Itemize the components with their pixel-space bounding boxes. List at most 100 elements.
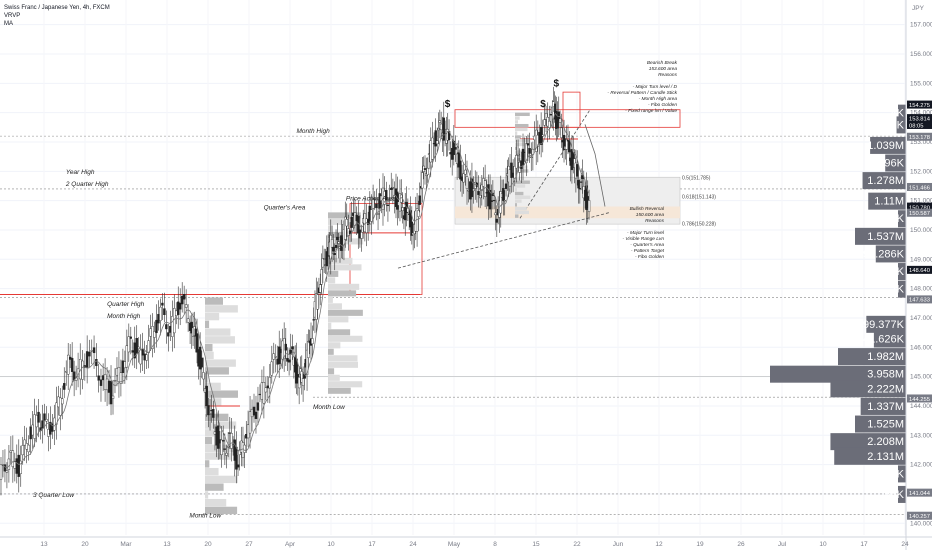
x-tick-label: May — [448, 541, 461, 548]
fixed-range-row — [515, 135, 521, 139]
candle-body — [291, 346, 294, 350]
fixed-range-row — [205, 297, 223, 305]
candle-body — [305, 349, 309, 375]
candle-body — [492, 199, 496, 202]
candle-body — [565, 139, 568, 150]
candle-body — [256, 402, 260, 411]
volume-profile-bar — [875, 245, 906, 263]
candle-body — [205, 385, 208, 407]
candle-body — [578, 188, 582, 190]
candle-body — [528, 148, 531, 154]
volume-profile-bar — [830, 380, 906, 398]
candle-body — [184, 304, 188, 308]
x-tick-label: 10 — [327, 541, 335, 548]
candle-body — [307, 341, 310, 358]
candle-body — [502, 187, 505, 201]
volume-profile-label: 1K — [891, 266, 905, 278]
candle-body — [268, 376, 272, 389]
candle-body — [182, 294, 186, 300]
x-tick-label: 17 — [860, 541, 868, 548]
fixed-range-row — [205, 491, 209, 499]
candle-body — [390, 187, 393, 190]
bearish-note-line: - Reversal Pattern / Candle Stick — [607, 90, 677, 96]
volume-profile-bar — [834, 447, 906, 465]
annotation-label: 3 Quarter Low — [33, 492, 75, 499]
y-tick-label: 148.000 — [910, 286, 932, 293]
legend-indicator-vrvp[interactable]: VRVP — [4, 13, 21, 19]
candle-body — [92, 347, 96, 354]
volume-profile-bar — [855, 415, 906, 433]
volume-profile: 4K93K1.039M4.196K1.278M1.11M0.488K1.537M… — [770, 104, 906, 503]
candle-body — [366, 219, 370, 225]
bullish-note-line: - Major Turn level — [627, 230, 665, 236]
trendline-2 — [519, 109, 591, 219]
candle-body — [175, 310, 178, 316]
candle-body — [55, 402, 58, 425]
candle-body — [3, 464, 7, 472]
demand-zone — [455, 206, 680, 219]
candle-body — [330, 239, 334, 248]
fixed-range-row — [328, 264, 362, 271]
candle-body — [165, 324, 168, 330]
volume-profile-label: 1.525M — [867, 419, 904, 431]
candle-body — [459, 160, 462, 180]
candle-body — [179, 302, 182, 310]
candle-body — [131, 350, 134, 353]
bearish-note-line: Reasons — [658, 72, 678, 78]
candle-body — [360, 232, 363, 239]
y-tick-label: 157.000 — [910, 22, 932, 29]
volume-profile-label: 2.131M — [867, 451, 904, 463]
candle-body — [29, 426, 32, 440]
candle-body — [27, 444, 30, 453]
price-tag-label: 140.257 — [909, 514, 930, 520]
candle-body — [477, 191, 480, 195]
fixed-range-row — [328, 335, 363, 342]
volume-profile-label: 3.958M — [867, 369, 904, 381]
legend-title[interactable]: Swiss Franc / Japanese Yen, 4h, FXCM — [4, 5, 110, 11]
candle-body — [284, 343, 288, 351]
candle-body — [454, 147, 457, 150]
bearish-note-line: 153.600 area — [649, 66, 678, 72]
currency-label: JPY — [912, 5, 925, 12]
candle-body — [105, 378, 109, 391]
candle-body — [143, 353, 146, 361]
price-tag-label: 150.587 — [909, 211, 930, 217]
y-tick-label: 145.000 — [910, 374, 932, 381]
candle-body — [250, 408, 254, 418]
fixed-range-row — [205, 320, 210, 329]
legend-indicator-ma[interactable]: MA — [4, 21, 13, 27]
grid — [0, 24, 906, 524]
fixed-range-row — [515, 112, 530, 117]
candles — [0, 86, 591, 496]
candle-body — [344, 216, 347, 240]
fixed-range-row — [515, 191, 524, 196]
volume-profile-bar — [838, 348, 906, 366]
fixed-range-row — [205, 351, 214, 360]
x-axis[interactable]: 13 20 Mar 13 20 27 Apr 10 17 24 May 8 15 22 Jun 12 19 26 J… — [0, 536, 932, 548]
candle-body — [103, 374, 107, 390]
candle-body — [63, 383, 66, 390]
candle-body — [319, 284, 322, 293]
x-tick-label: Mar — [120, 541, 132, 548]
fixed-range-row — [328, 322, 332, 329]
x-tick-label: 12 — [655, 541, 663, 548]
candle-body — [202, 372, 205, 380]
fixed-range-row — [328, 348, 334, 355]
candle-body — [171, 316, 174, 337]
candle-body — [19, 460, 22, 474]
candle-body — [119, 372, 123, 384]
price-tag-label: 151.466 — [909, 185, 930, 191]
y-tick-label: 156.000 — [910, 51, 932, 58]
candle-body — [163, 308, 166, 316]
zones — [205, 91, 681, 515]
price-tag-label: 08:05 — [909, 123, 924, 129]
candle-body — [558, 118, 562, 123]
candle-body — [320, 269, 323, 285]
fixed-range-row — [515, 120, 518, 124]
y-axis[interactable]: 140.000141.000142.000143.000144.000145.0… — [905, 0, 932, 550]
y-tick-label: 151.000 — [910, 198, 932, 205]
candle-body — [543, 119, 546, 126]
volume-profile-label: 1.337M — [867, 401, 904, 413]
fixed-range-row — [328, 225, 332, 232]
